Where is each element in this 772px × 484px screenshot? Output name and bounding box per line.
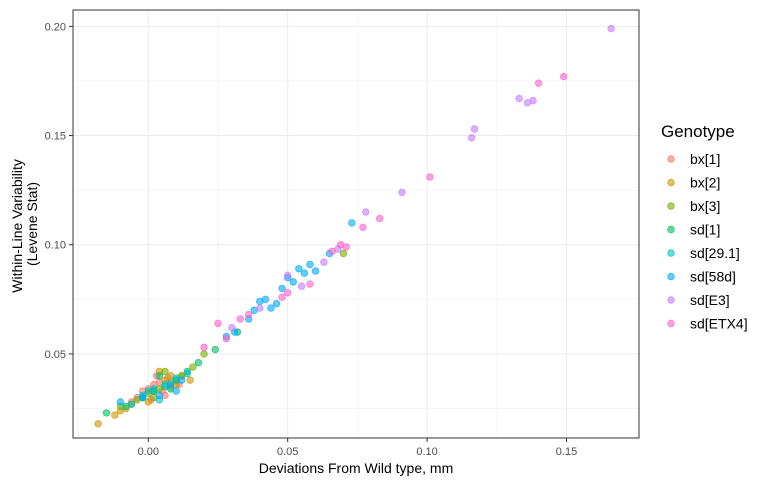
data-point — [186, 376, 194, 384]
data-point — [166, 380, 175, 389]
data-point — [607, 24, 615, 33]
data-point — [222, 334, 231, 343]
x-tick-label: 0.10 — [416, 446, 437, 458]
data-point — [244, 310, 253, 319]
data-point — [200, 343, 208, 352]
plot-panel-border — [72, 9, 640, 439]
data-point — [295, 265, 303, 273]
data-point — [214, 319, 222, 328]
data-point — [94, 420, 102, 428]
data-point — [161, 367, 169, 376]
data-point — [111, 411, 119, 419]
data-point — [200, 350, 208, 358]
data-point — [311, 267, 320, 275]
data-point — [359, 223, 367, 231]
data-point — [306, 260, 314, 269]
y-axis-title-line-2: (Levene Stat) — [24, 182, 40, 266]
data-point — [236, 315, 244, 323]
data-point — [328, 247, 337, 255]
legend-key — [667, 155, 675, 163]
data-point — [300, 269, 309, 277]
data-point — [116, 398, 125, 406]
data-point — [256, 304, 264, 312]
x-tick-label: 0.00 — [138, 446, 159, 458]
data-point — [194, 358, 203, 367]
data-point — [183, 369, 192, 378]
data-point — [155, 372, 164, 380]
axis-ticks: 0.00 0.05 0.10 0.15 0.05 0.10 0.15 0.20 — [45, 21, 578, 458]
data-point — [267, 304, 275, 312]
data-point — [144, 387, 152, 395]
data-point — [155, 391, 164, 400]
legend-label: sd[1] — [690, 222, 720, 238]
data-point — [261, 295, 270, 304]
data-points — [94, 24, 615, 428]
legend-label: bx[3] — [690, 198, 720, 214]
legend-label: sd[58d] — [690, 269, 736, 285]
legend-label: bx[2] — [690, 175, 720, 191]
data-point — [468, 134, 476, 142]
data-point — [529, 96, 537, 105]
data-point — [348, 219, 356, 227]
y-tick-label: 0.20 — [45, 21, 66, 33]
legend-label: bx[1] — [690, 151, 720, 167]
plot-panel — [73, 10, 639, 438]
data-point — [278, 293, 286, 301]
legend-key — [667, 272, 675, 281]
data-point — [211, 345, 219, 354]
data-point — [228, 324, 236, 332]
grid-lines — [73, 10, 639, 438]
data-point — [144, 398, 152, 406]
data-point — [172, 387, 180, 395]
legend-key — [667, 249, 675, 257]
data-point — [278, 284, 286, 293]
data-point — [534, 79, 543, 87]
data-point — [178, 376, 186, 384]
y-axis-title: Within-Line Variability (Levene Stat) — [9, 155, 40, 292]
data-point — [375, 214, 384, 223]
legend-key — [667, 296, 675, 304]
data-point — [139, 393, 147, 402]
data-point — [515, 94, 523, 103]
legend: Genotype bx[1] bx[2] bx[3] sd[1] sd[29.1] sd[… — [661, 122, 748, 332]
legend-key — [667, 225, 675, 234]
x-tick-label: 0.05 — [277, 446, 298, 458]
legend-key — [667, 202, 675, 210]
data-point — [362, 208, 370, 216]
data-point — [560, 72, 568, 81]
data-point — [127, 400, 136, 408]
x-axis-title: Deviations From Wild type, mm — [259, 460, 453, 476]
y-tick-label: 0.15 — [45, 131, 66, 143]
legend-key — [667, 178, 675, 187]
data-point — [339, 249, 348, 258]
y-tick-label: 0.10 — [45, 240, 66, 252]
legend-title: Genotype — [661, 122, 735, 141]
x-tick-label: 0.15 — [556, 446, 577, 458]
data-point — [283, 289, 292, 297]
legend-key — [667, 319, 675, 328]
data-point — [272, 300, 281, 308]
y-axis-title-line-1: Within-Line Variability — [9, 159, 25, 293]
legend-label: sd[E3] — [690, 292, 730, 308]
data-point — [320, 258, 328, 266]
data-point — [189, 363, 197, 371]
y-tick-label: 0.05 — [45, 349, 66, 361]
data-point — [297, 282, 306, 290]
data-point — [398, 188, 406, 197]
data-point — [342, 243, 350, 251]
data-point — [306, 280, 314, 288]
data-point — [470, 125, 479, 133]
data-point — [102, 409, 111, 417]
data-point — [283, 271, 292, 280]
data-point — [289, 278, 297, 286]
legend-label: sd[29.1] — [690, 245, 740, 261]
data-point — [426, 173, 434, 181]
legend-items: bx[1] bx[2] bx[3] sd[1] sd[29.1] sd[58d] sd[E3… — [667, 151, 748, 332]
legend-label: sd[ETX4] — [690, 316, 748, 332]
